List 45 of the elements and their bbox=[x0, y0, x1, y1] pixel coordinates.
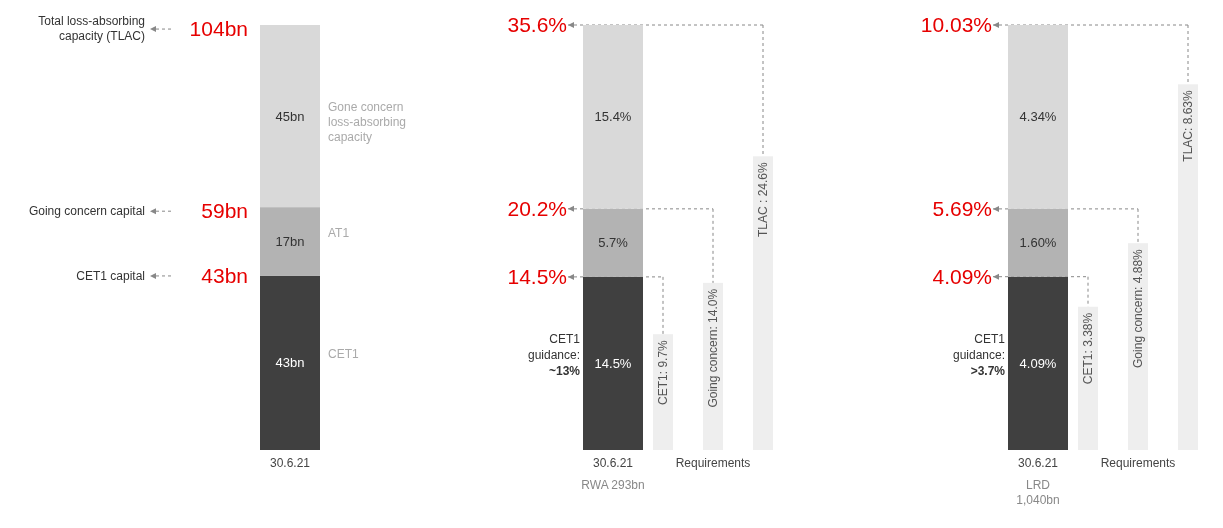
bar bbox=[583, 208, 643, 277]
series-label: CET1 bbox=[328, 346, 360, 362]
data-label: 4.09% bbox=[1019, 355, 1057, 371]
ref-line-label: 4.09% bbox=[931, 263, 992, 290]
data-label: CET1: 3.38% bbox=[1081, 312, 1095, 385]
ref-line-label: 104bn bbox=[188, 16, 248, 43]
bar bbox=[583, 276, 643, 450]
ref-line-label: 35.6% bbox=[506, 12, 567, 38]
series-label: Gone concern loss-absorbing capacity bbox=[328, 100, 408, 146]
data-label: 5.7% bbox=[598, 235, 629, 251]
bar bbox=[583, 25, 643, 209]
x-tick-label: Requirements bbox=[675, 455, 751, 470]
ref-line-label: 14.5% bbox=[506, 263, 567, 290]
x-tick-label: 30.6.21 bbox=[592, 455, 634, 470]
data-label: 17bn bbox=[275, 234, 305, 250]
data-label: TLAC: 8.63% bbox=[1181, 90, 1195, 162]
text: CET1 capital bbox=[75, 268, 145, 284]
data-label: 45bn bbox=[275, 108, 305, 124]
ref-line-label: 43bn bbox=[200, 262, 248, 289]
bar bbox=[1008, 25, 1068, 209]
text: Going concern capital bbox=[27, 203, 145, 219]
data-label: Going concern: 4.88% bbox=[1131, 248, 1145, 368]
bar bbox=[1008, 276, 1068, 450]
data-label: 43bn bbox=[275, 355, 305, 371]
ref-line-label: 5.69% bbox=[931, 195, 992, 222]
x-tick-label: Requirements bbox=[1100, 455, 1176, 470]
ref-line-label: 59bn bbox=[200, 198, 248, 225]
data-label: 15.4% bbox=[594, 109, 632, 125]
data-label: 1.60% bbox=[1019, 235, 1057, 251]
annotation: CET1 guidance: ~13% bbox=[526, 331, 580, 379]
text: Total loss-absorbing capacity (TLAC) bbox=[37, 14, 145, 45]
bar bbox=[1008, 208, 1068, 277]
text: LRD 1,040bn bbox=[1015, 478, 1061, 508]
data-label: 4.34% bbox=[1019, 109, 1057, 125]
data-label: TLAC : 24.6% bbox=[756, 161, 770, 238]
series-label: AT1 bbox=[328, 225, 351, 241]
data-label: Going concern: 14.0% bbox=[706, 288, 720, 408]
ref-line-label: 20.2% bbox=[506, 195, 567, 222]
text: RWA 293bn bbox=[580, 478, 646, 493]
annotation: CET1 guidance: >3.7% bbox=[951, 331, 1005, 379]
ref-line-label: 10.03% bbox=[919, 12, 992, 38]
x-tick-label: 30.6.21 bbox=[269, 455, 311, 470]
x-tick-label: 30.6.21 bbox=[1017, 455, 1059, 470]
data-label: 14.5% bbox=[594, 355, 632, 371]
data-label: CET1: 9.7% bbox=[656, 339, 670, 405]
